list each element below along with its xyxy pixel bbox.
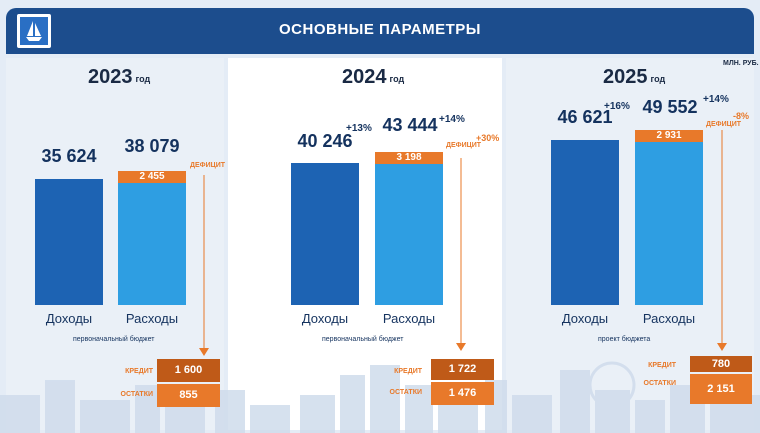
- year-heading-2024: 2024 год: [342, 66, 405, 88]
- growth-expense-2024: +14%: [439, 114, 465, 125]
- category-income-2025: Доходы: [561, 311, 609, 326]
- value-label-expense-2023: 38 079: [124, 136, 180, 156]
- credit-label-2024: КРЕДИТ: [394, 368, 422, 375]
- credit-label-2025: КРЕДИТ: [648, 362, 676, 369]
- remainders-value-2024: 1 476: [431, 382, 494, 405]
- credit-value-2023: 1 600: [157, 359, 220, 382]
- note-2024: первоначальный бюджет: [322, 336, 404, 343]
- bar-income-2025: [551, 140, 619, 305]
- city-skyline-illustration: [0, 361, 760, 433]
- deficit-growth-2025: -8%: [733, 111, 750, 121]
- bar-expense-2024: [375, 151, 443, 305]
- deficit-label-2023: ДЕФИЦИТ: [190, 162, 226, 169]
- bar-expense-2023: [118, 170, 186, 305]
- category-expense-2024: Расходы: [382, 311, 436, 326]
- header-bar: ОСНОВНЫЕ ПАРАМЕТРЫ: [6, 8, 754, 54]
- bar-income-2023: [35, 179, 103, 305]
- category-income-2023: Доходы: [45, 311, 93, 326]
- value-label-income-2024: 40 246: [297, 131, 353, 151]
- category-expense-2025: Расходы: [642, 311, 696, 326]
- page-title: ОСНОВНЫЕ ПАРАМЕТРЫ: [278, 21, 481, 38]
- deficit-label-2024: ДЕФИЦИТ: [446, 142, 482, 149]
- credit-value-2025: 780: [690, 356, 752, 372]
- value-label-expense-2024: 43 444: [382, 115, 438, 135]
- unit-label: МЛН. РУБ.: [723, 60, 759, 67]
- remainders-value-2025: 2 151: [690, 374, 752, 404]
- growth-expense-2025: +14%: [703, 94, 729, 105]
- bar-income-2024: [291, 162, 359, 305]
- value-label-income-2025: 46 621: [557, 107, 613, 127]
- growth-income-2025: +16%: [604, 101, 630, 112]
- bar-expense-2025: [635, 130, 703, 305]
- city-emblem-icon: [17, 14, 51, 48]
- year-heading-2023: 2023 год: [88, 66, 151, 88]
- remainders-value-2023: 855: [157, 384, 220, 407]
- category-income-2024: Доходы: [301, 311, 349, 326]
- note-2023: первоначальный бюджет: [73, 336, 155, 343]
- value-label-expense-2025: 49 552: [642, 97, 698, 117]
- credit-value-2024: 1 722: [431, 359, 494, 380]
- deficit-growth-2024: +30%: [476, 133, 500, 143]
- note-2025: проект бюджета: [598, 336, 651, 343]
- category-expense-2023: Расходы: [125, 311, 179, 326]
- year-heading-2025: 2025 год: [603, 66, 666, 88]
- value-label-income-2023: 35 624: [41, 146, 97, 166]
- remainders-label-2024: ОСТАТКИ: [389, 389, 422, 396]
- deficit-label-2025: ДЕФИЦИТ: [706, 121, 742, 128]
- deficit-segment-2024: 3 198: [375, 151, 443, 164]
- growth-income-2024: +13%: [346, 123, 372, 134]
- credit-label-2023: КРЕДИТ: [125, 368, 153, 375]
- remainders-label-2023: ОСТАТКИ: [120, 391, 153, 398]
- deficit-segment-2023: 2 455: [118, 170, 186, 183]
- deficit-segment-2025: 2 931: [635, 130, 703, 142]
- remainders-label-2025: ОСТАТКИ: [643, 380, 676, 387]
